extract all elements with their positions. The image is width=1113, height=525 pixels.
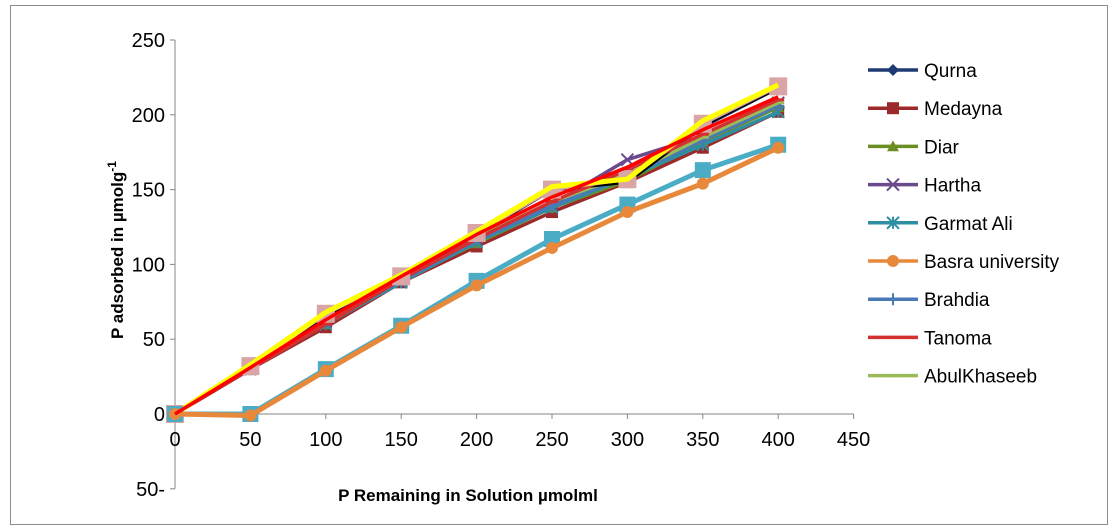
- series-group: [174, 95, 779, 416]
- x-tick-label: 150: [385, 429, 418, 451]
- legend-item: Brahdia: [868, 290, 990, 311]
- legend-label: Diar: [924, 137, 960, 158]
- series-layer: [166, 77, 788, 423]
- x-tick-label: 200: [460, 429, 493, 451]
- data-point: [319, 364, 332, 377]
- legend-label: Tanoma: [924, 328, 992, 349]
- y-tick-label: 250: [132, 30, 165, 52]
- data-point: [244, 409, 257, 422]
- y-tick-label: 100: [132, 254, 165, 276]
- x-tick-label: 400: [762, 429, 795, 451]
- y-tick-label: 150: [132, 180, 165, 202]
- data-point: [696, 177, 709, 190]
- series-group: [169, 105, 785, 420]
- legend-item: Hartha: [868, 176, 981, 197]
- x-axis-title: P Remaining in Solution µmolml: [338, 486, 598, 505]
- data-point: [886, 177, 900, 192]
- x-tick-label: 450: [837, 429, 870, 451]
- legend-label: AbulKhaseeb: [924, 367, 1037, 388]
- data-point: [544, 230, 560, 247]
- x-tick-label: 50: [239, 429, 261, 451]
- y-axis-title: P adsorbed in µmolg-1: [105, 161, 127, 339]
- x-tick-label: 300: [611, 429, 644, 451]
- data-point: [887, 140, 899, 152]
- data-point: [694, 162, 711, 179]
- data-point: [887, 102, 899, 115]
- legend-label: Qurna: [924, 61, 977, 82]
- y-tick-label: 200: [132, 105, 165, 127]
- y-tick-label: 50-: [136, 479, 165, 501]
- data-point: [395, 321, 408, 334]
- legend-label: Medayna: [924, 99, 1003, 120]
- series-line: [174, 110, 779, 416]
- legend-label: Brahdia: [924, 290, 990, 311]
- legend-item: Garmat Ali: [868, 214, 1013, 235]
- x-tick-label: 250: [535, 429, 568, 451]
- y-axis-title-superscript: -1: [105, 161, 119, 172]
- data-point: [887, 64, 899, 76]
- series-group: [173, 82, 780, 417]
- legend-item: Diar: [868, 137, 960, 158]
- x-tick-label: 0: [169, 429, 180, 451]
- legend-label: Garmat Ali: [924, 214, 1013, 235]
- legend-item: Basra university: [868, 252, 1060, 273]
- series-group: [169, 141, 785, 422]
- legend-label: Hartha: [924, 176, 981, 197]
- series-line: [174, 110, 779, 416]
- legend-item: Medayna: [868, 99, 1003, 120]
- legend-item: AbulKhaseeb: [868, 367, 1037, 388]
- x-tick-label: 350: [686, 429, 719, 451]
- legend-item: Qurna: [868, 61, 977, 82]
- line-chart: 250 200 150 100 50 0 50- 0 50 100 150 200 250 300 350 4…: [105, 30, 1060, 505]
- y-tick-label: 0: [154, 404, 165, 426]
- x-tick-label: 100: [309, 429, 342, 451]
- data-point: [546, 241, 558, 254]
- legend-item: Tanoma: [868, 328, 992, 349]
- chart-frame: [10, 5, 1108, 525]
- legend-label: Basra university: [924, 252, 1060, 273]
- data-point: [470, 279, 483, 292]
- y-axis-title-text: P adsorbed in µmolg: [108, 172, 127, 339]
- data-point: [621, 206, 634, 219]
- data-point: [886, 216, 900, 230]
- legend: Qurna Medayna Diar Hartha Garmat Ali Basra un…: [868, 61, 1060, 388]
- series-line: [173, 82, 780, 417]
- data-point: [887, 293, 899, 306]
- series-line: [174, 95, 779, 416]
- data-point: [887, 255, 899, 267]
- y-tick-label: 50: [143, 329, 165, 351]
- data-point: [772, 141, 785, 154]
